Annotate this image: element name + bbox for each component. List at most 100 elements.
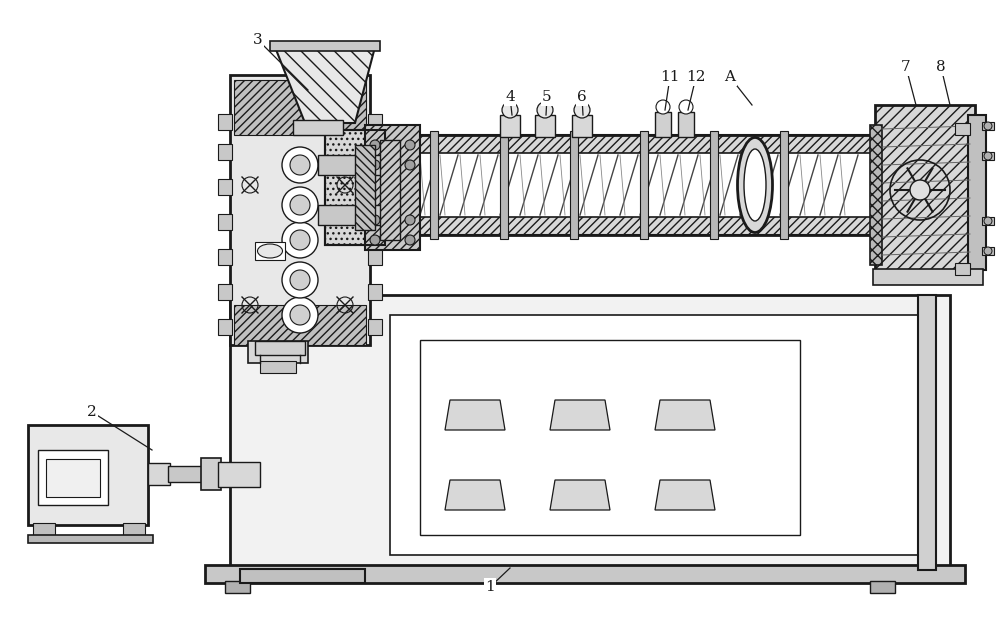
Bar — [368, 249, 382, 265]
Bar — [38, 450, 108, 505]
Circle shape — [405, 140, 415, 150]
Bar — [572, 115, 592, 137]
Polygon shape — [550, 400, 610, 430]
Bar — [230, 295, 950, 570]
Polygon shape — [445, 400, 505, 430]
Circle shape — [984, 122, 992, 130]
Circle shape — [910, 180, 930, 200]
Bar — [368, 114, 382, 130]
Circle shape — [984, 247, 992, 255]
Text: 8: 8 — [936, 60, 946, 74]
Bar — [955, 123, 970, 135]
Bar — [873, 269, 983, 285]
Circle shape — [537, 102, 553, 118]
Bar — [325, 130, 385, 245]
Bar — [368, 319, 382, 335]
Circle shape — [574, 102, 590, 118]
Circle shape — [370, 235, 380, 245]
Bar — [370, 153, 875, 217]
Bar — [368, 179, 382, 195]
Text: 4: 4 — [505, 90, 515, 104]
Text: 3: 3 — [253, 33, 263, 47]
Circle shape — [282, 187, 318, 223]
Bar — [318, 205, 392, 225]
Bar — [955, 263, 970, 275]
Circle shape — [984, 217, 992, 225]
Bar — [368, 284, 382, 300]
Bar — [28, 425, 148, 525]
Text: 11: 11 — [660, 70, 680, 84]
Bar — [168, 466, 203, 482]
Circle shape — [405, 160, 415, 170]
Bar — [248, 341, 308, 363]
Text: 7: 7 — [901, 60, 911, 74]
Bar — [234, 305, 366, 345]
Bar — [500, 131, 508, 239]
Bar — [430, 131, 438, 239]
Bar — [201, 458, 221, 490]
Bar — [710, 131, 718, 239]
Bar — [982, 217, 994, 225]
Bar — [218, 214, 232, 230]
Bar — [365, 135, 880, 235]
Ellipse shape — [744, 149, 766, 221]
Polygon shape — [275, 47, 375, 123]
Bar — [240, 569, 365, 583]
Circle shape — [370, 140, 380, 150]
Text: 12: 12 — [686, 70, 706, 84]
Circle shape — [282, 262, 318, 298]
Circle shape — [282, 147, 318, 183]
Bar — [218, 114, 232, 130]
Circle shape — [370, 215, 380, 225]
Bar — [982, 122, 994, 130]
Bar — [318, 155, 392, 175]
Text: 2: 2 — [87, 405, 97, 419]
Bar — [368, 214, 382, 230]
Bar — [380, 140, 400, 240]
Bar — [255, 341, 305, 355]
Circle shape — [290, 195, 310, 215]
Bar — [640, 131, 648, 239]
Bar — [28, 535, 153, 543]
Circle shape — [370, 160, 380, 170]
Bar — [420, 340, 800, 535]
Bar — [780, 131, 788, 239]
Bar — [982, 247, 994, 255]
Text: 1: 1 — [485, 580, 495, 594]
Bar — [270, 41, 380, 51]
Bar — [260, 361, 296, 373]
Bar — [218, 319, 232, 335]
Bar — [325, 130, 385, 245]
Bar — [33, 523, 55, 537]
Circle shape — [282, 297, 318, 333]
Polygon shape — [365, 125, 420, 250]
Ellipse shape — [738, 138, 772, 232]
Polygon shape — [655, 400, 715, 430]
Bar — [218, 462, 260, 487]
Bar — [678, 112, 694, 137]
Text: 6: 6 — [577, 90, 587, 104]
Bar — [255, 242, 285, 260]
Polygon shape — [655, 480, 715, 510]
Polygon shape — [550, 480, 610, 510]
Bar — [982, 152, 994, 160]
Circle shape — [282, 222, 318, 258]
Circle shape — [656, 100, 670, 114]
Circle shape — [405, 215, 415, 225]
Bar — [968, 115, 986, 270]
Bar — [218, 249, 232, 265]
Bar — [218, 144, 232, 160]
Circle shape — [502, 102, 518, 118]
Bar — [230, 75, 370, 345]
Bar — [655, 112, 671, 137]
Circle shape — [984, 152, 992, 160]
Circle shape — [290, 230, 310, 250]
Bar — [500, 115, 520, 137]
Bar — [535, 115, 555, 137]
Circle shape — [290, 305, 310, 325]
Bar — [368, 144, 382, 160]
Bar — [148, 463, 170, 485]
Bar — [123, 523, 145, 537]
Circle shape — [405, 235, 415, 245]
Bar — [870, 125, 882, 265]
